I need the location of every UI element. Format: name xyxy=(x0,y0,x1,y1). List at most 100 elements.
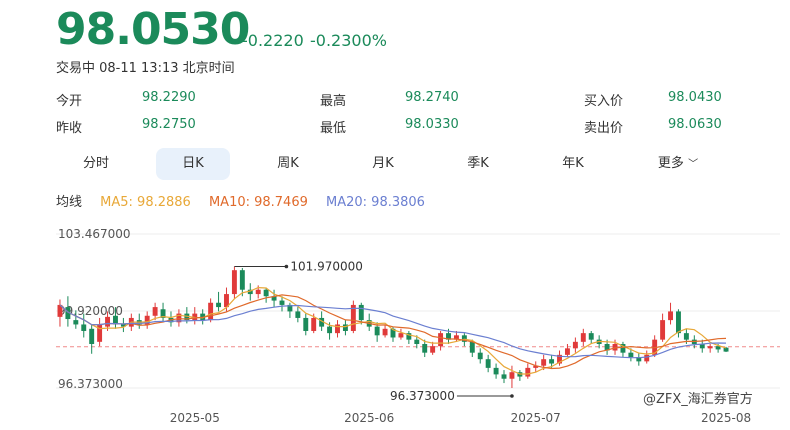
candle-body xyxy=(588,333,594,340)
candle-body xyxy=(184,313,190,321)
candle-body xyxy=(509,372,515,379)
stat-bid-value: 98.0430 xyxy=(668,90,722,105)
candle-body xyxy=(668,311,673,321)
candle-body xyxy=(319,317,325,327)
candle-body xyxy=(438,333,444,347)
candle-body xyxy=(485,359,491,368)
candle-body xyxy=(89,328,95,344)
ma5-value: MA5: 98.2886 xyxy=(100,195,191,210)
x-tick-label: 2025-06 xyxy=(344,411,394,425)
candle-body xyxy=(358,304,364,321)
candle-body xyxy=(350,304,356,331)
ma20-value: MA20: 98.3806 xyxy=(326,195,425,210)
candlestick-chart[interactable]: 103.467000 99.920000 96.373000 101.970000 9… xyxy=(0,222,790,430)
stat-prev-close-label: 昨收 xyxy=(56,121,83,136)
candle-body xyxy=(549,359,555,364)
candle-body xyxy=(477,352,483,360)
candle-body xyxy=(239,270,245,290)
candle-body xyxy=(461,335,467,342)
tab-monthly-k[interactable]: 月K xyxy=(372,156,394,171)
stat-ask-value: 98.0630 xyxy=(668,117,722,132)
candle-body xyxy=(564,348,570,355)
candle-body xyxy=(295,311,301,318)
tab-quarterly-k[interactable]: 季K xyxy=(467,156,489,171)
candle-body xyxy=(580,333,586,342)
x-tick-label: 2025-05 xyxy=(170,411,220,425)
candle-body xyxy=(430,346,436,353)
high-marker-dot xyxy=(284,264,289,269)
y-tick-label: 96.373000 xyxy=(58,377,123,391)
stat-ask-label: 卖出价 xyxy=(584,121,624,136)
stat-high-value: 98.2740 xyxy=(405,90,459,105)
candle-body xyxy=(105,316,110,327)
candle-body xyxy=(374,326,380,336)
low-price-label: 96.373000 xyxy=(390,389,455,403)
stat-low-label: 最低 xyxy=(320,121,347,136)
candle-body xyxy=(390,328,396,338)
candle-body xyxy=(572,341,578,349)
ma20-line xyxy=(59,304,727,359)
chevron-down-icon: ﹀ xyxy=(688,159,699,170)
candle-body xyxy=(73,320,79,325)
last-price: 98.0530 xyxy=(56,4,250,55)
candle-body xyxy=(406,333,412,340)
candle-body xyxy=(676,311,681,334)
candle-body xyxy=(65,307,71,320)
stat-bid-label: 买入价 xyxy=(584,94,624,109)
watermark: @ZFX_海汇券官方 xyxy=(643,392,753,407)
tab-more-label: 更多 xyxy=(657,156,684,171)
candle-body xyxy=(683,333,689,340)
candle-body xyxy=(699,343,705,349)
candle-body xyxy=(541,359,547,366)
candle-body xyxy=(342,324,348,331)
stat-low-value: 98.0330 xyxy=(405,117,459,132)
candle-body xyxy=(469,341,475,353)
stat-prev-close-value: 98.2750 xyxy=(142,117,196,132)
tab-weekly-k[interactable]: 周K xyxy=(277,156,299,171)
candle-body xyxy=(327,326,333,334)
candle-body xyxy=(660,320,666,340)
candle-body xyxy=(144,315,150,325)
tab-yearly-k[interactable]: 年K xyxy=(562,156,584,171)
candle-body xyxy=(628,352,634,358)
x-tick-label: 2025-07 xyxy=(511,411,561,425)
candle-body xyxy=(57,304,63,317)
stat-open-label: 今开 xyxy=(56,94,83,109)
candle-body xyxy=(176,313,182,323)
candle-body xyxy=(707,346,713,349)
ma10-value: MA10: 98.7469 xyxy=(208,195,308,210)
candle-body xyxy=(255,289,261,295)
price-change: -0.2220 xyxy=(242,31,304,50)
stat-high-label: 最高 xyxy=(320,94,347,109)
candle-body xyxy=(216,302,222,308)
candle-body xyxy=(81,324,87,331)
y-tick-label: 99.920000 xyxy=(58,304,123,318)
candle-body xyxy=(247,289,253,295)
candle-body xyxy=(620,343,626,353)
price-change-percent: -0.2300% xyxy=(310,31,387,50)
candle-body xyxy=(612,343,618,351)
low-marker-dot xyxy=(510,394,514,398)
ma10-line xyxy=(59,294,727,370)
candle-body xyxy=(533,365,539,368)
candle-body xyxy=(97,324,103,342)
tab-intraday[interactable]: 分时 xyxy=(82,156,109,171)
candle-body xyxy=(604,343,610,351)
candle-body xyxy=(303,317,309,331)
candle-body xyxy=(208,302,214,321)
candle-body xyxy=(525,367,531,377)
candle-body xyxy=(398,333,404,338)
moving-average-legend: 均线 MA5: 98.2886 MA10: 98.7469 MA20: 98.3… xyxy=(56,191,439,210)
tab-daily-k[interactable]: 日K xyxy=(156,148,230,180)
candle-body xyxy=(335,324,340,334)
ma-label: 均线 xyxy=(56,195,83,210)
candle-body xyxy=(501,374,507,379)
candle-body xyxy=(152,307,158,316)
candle-body xyxy=(453,335,459,340)
stat-open-value: 98.2290 xyxy=(142,90,196,105)
candle-body xyxy=(287,304,293,312)
candle-body xyxy=(263,289,269,297)
candle-body xyxy=(414,339,420,344)
tab-more[interactable]: 更多 ﹀ xyxy=(641,148,715,180)
candle-body xyxy=(120,324,126,327)
